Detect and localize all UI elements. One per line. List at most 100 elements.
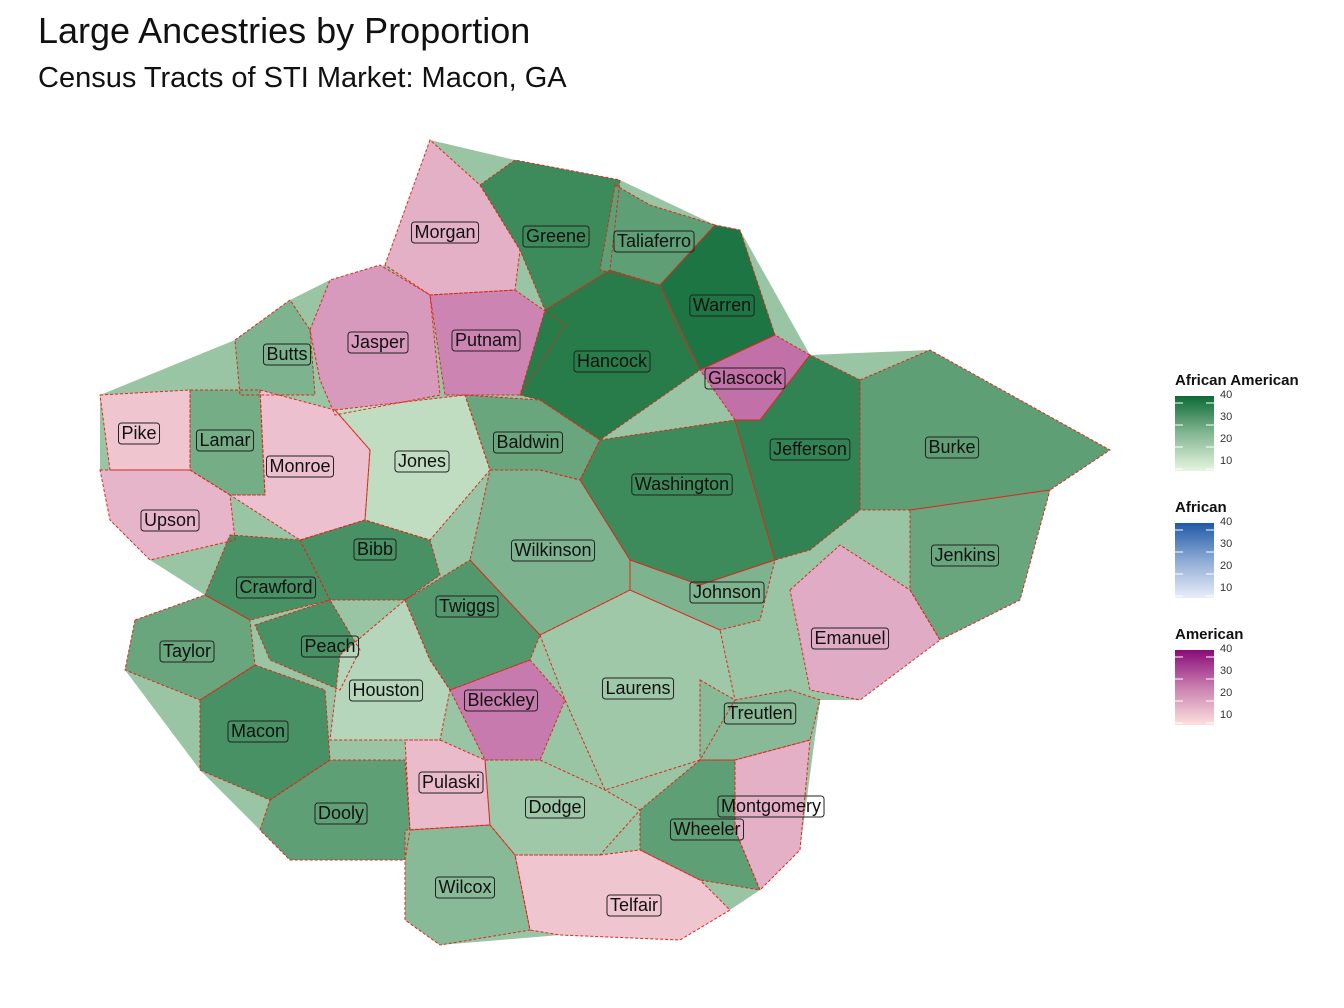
- county-label-box: [353, 538, 397, 561]
- county-label-text: Monroe: [269, 456, 330, 476]
- county-label-text: Pike: [121, 423, 156, 443]
- legend-american: American 40 30 20 10: [1175, 626, 1335, 725]
- legend-tickmarks: [1175, 402, 1214, 470]
- county-label: Upson: [140, 509, 200, 532]
- county-border: [909, 489, 1051, 641]
- county-label-text: Wilkinson: [514, 540, 591, 560]
- county-label-text: Bleckley: [467, 690, 534, 710]
- county-label-box: [810, 627, 890, 650]
- legend-title: American: [1175, 626, 1244, 643]
- county-laurens: [540, 590, 735, 790]
- county-upson: [100, 470, 235, 560]
- county-label: Lamar: [195, 429, 255, 452]
- county-washington: [580, 420, 775, 585]
- county-label: Jones: [394, 450, 450, 473]
- county-pike: [100, 390, 190, 470]
- county-border: [469, 469, 631, 636]
- county-label: Houston: [348, 679, 424, 702]
- county-label-box: [265, 455, 335, 478]
- county-label: Greene: [522, 225, 590, 248]
- county-border: [579, 419, 776, 586]
- county-label: Washington: [631, 473, 733, 496]
- county-morgan: [385, 140, 520, 295]
- county-label-text: Burke: [928, 437, 975, 457]
- county-label-text: Bibb: [357, 539, 393, 559]
- county-label-text: Peach: [304, 636, 355, 656]
- county-johnson: [630, 560, 775, 630]
- county-label-box: [924, 436, 980, 459]
- county-hancock: [520, 270, 700, 440]
- county-label: Pulaski: [418, 771, 484, 794]
- county-label-text: Jenkins: [934, 545, 995, 565]
- county-border: [309, 264, 441, 416]
- legend-tick: 40: [1220, 643, 1233, 655]
- county-label: Taliaferro: [613, 230, 695, 253]
- county-label-box: [606, 894, 662, 917]
- county-border: [699, 679, 821, 761]
- county-label: Putnam: [451, 329, 521, 352]
- county-label-text: Laurens: [605, 678, 670, 698]
- county-label-box: [689, 581, 765, 604]
- county-label-text: Hancock: [577, 351, 648, 371]
- county-label: Crawford: [235, 576, 317, 599]
- county-border: [404, 739, 491, 831]
- county-label-text: Lamar: [199, 430, 250, 450]
- county-label: Johnson: [689, 581, 765, 604]
- county-label-box: [235, 576, 317, 599]
- county-butts: [235, 300, 315, 395]
- county-bleckley: [450, 660, 565, 760]
- county-lamar: [190, 390, 265, 495]
- county-greene: [480, 160, 620, 310]
- county-label: Dodge: [524, 796, 586, 819]
- county-label-box: [435, 876, 495, 899]
- county-label-text: Wilcox: [439, 877, 492, 897]
- county-label-text: Telfair: [610, 895, 658, 915]
- county-border: [859, 349, 1111, 511]
- county-label-text: Morgan: [414, 222, 475, 242]
- county-wilcox: [405, 825, 530, 945]
- county-border: [404, 824, 531, 946]
- county-label-box: [348, 679, 424, 702]
- county-label: Bibb: [353, 538, 397, 561]
- legend-tick: 40: [1220, 389, 1233, 401]
- county-label-text: Crawford: [239, 577, 312, 597]
- county-label-box: [522, 225, 590, 248]
- legend-tick: 40: [1220, 516, 1233, 528]
- county-label-box: [117, 422, 161, 445]
- county-label: Wheeler: [669, 818, 745, 841]
- county-jefferson: [735, 355, 860, 560]
- legend-colorbar: [1175, 523, 1214, 598]
- county-monroe: [230, 390, 370, 540]
- county-border: [599, 184, 716, 286]
- county-label-text: Wheeler: [673, 819, 740, 839]
- county-label-box: [140, 509, 200, 532]
- county-label-box: [463, 689, 539, 712]
- legend-tick: 10: [1220, 582, 1233, 594]
- county-label-text: Butts: [266, 344, 307, 364]
- county-border: [204, 534, 331, 621]
- map-subtitle: Census Tracts of STI Market: Macon, GA: [38, 62, 567, 94]
- legend-colorbar: [1175, 650, 1214, 725]
- county-label-box: [159, 640, 215, 663]
- county-dodge: [485, 760, 640, 855]
- county-border: [199, 664, 331, 801]
- county-burke: [860, 350, 1110, 510]
- county-label-box: [451, 329, 521, 352]
- legend-tick: 20: [1220, 560, 1233, 572]
- county-label-box: [347, 331, 409, 354]
- county-label-box: [930, 544, 1000, 567]
- county-label-box: [524, 796, 586, 819]
- county-pulaski: [405, 740, 490, 830]
- county-glascock: [700, 335, 810, 420]
- county-baldwin: [465, 395, 600, 480]
- legend-title: African American: [1175, 372, 1299, 389]
- county-label-text: Montgomery: [721, 796, 821, 816]
- county-label-box: [394, 450, 450, 473]
- county-label-text: Johnson: [693, 582, 761, 602]
- county-label-box: [418, 771, 484, 794]
- county-label-box: [631, 473, 733, 496]
- county-label-box: [717, 795, 825, 818]
- legend-tick: 30: [1220, 411, 1233, 423]
- county-border: [429, 289, 566, 396]
- county-label-text: Houston: [352, 680, 419, 700]
